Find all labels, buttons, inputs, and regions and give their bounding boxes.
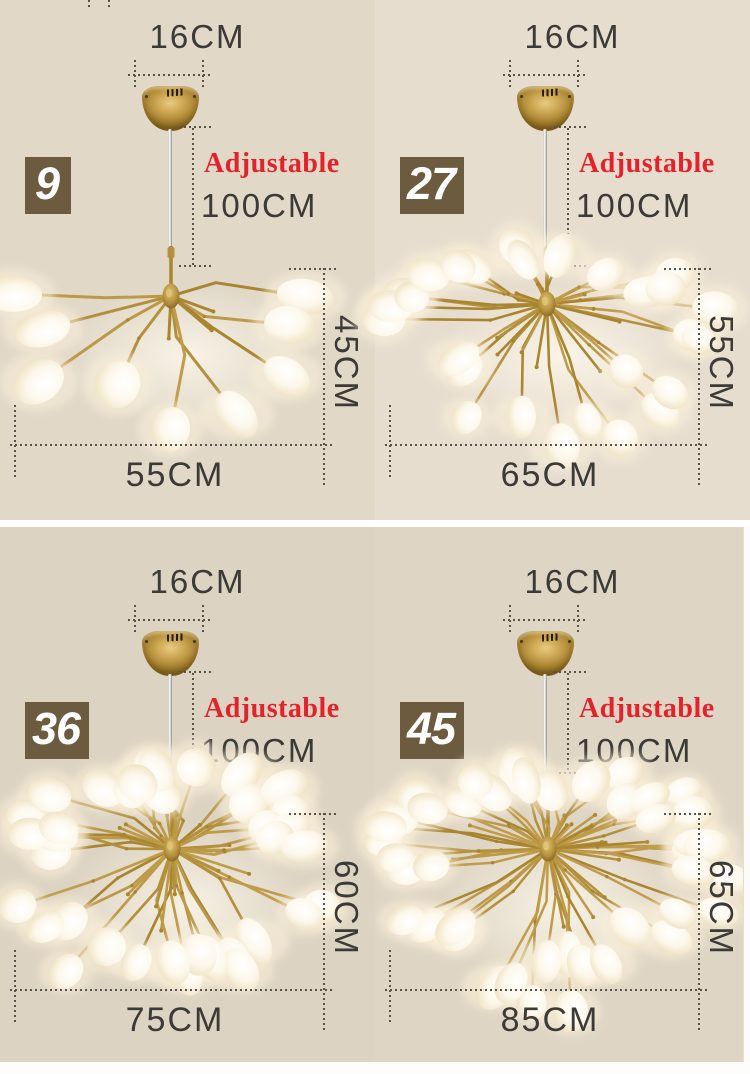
fixture-width-label: 85CM [500, 1001, 600, 1039]
light-count-badge: 27 [400, 157, 465, 214]
chandelier-illustration [0, 246, 347, 457]
hanging-cord [168, 674, 172, 772]
page-edge-strip [743, 527, 750, 1062]
fixture-width-line [10, 444, 335, 446]
hanging-cord [543, 674, 547, 772]
canopy-width-label: 16CM [149, 563, 246, 600]
fixture-height-line [323, 268, 325, 488]
chandelier-illustration [0, 739, 350, 996]
adjustable-label: Adjustable [204, 148, 340, 179]
fixture-height-label: 65CM [703, 859, 740, 957]
canopy-width-line [503, 74, 587, 76]
light-count-badge: 45 [400, 702, 465, 759]
measure-tick [664, 813, 712, 815]
measure-tick [664, 268, 712, 270]
measure-tick [577, 605, 579, 633]
canopy-width-line [128, 619, 212, 621]
cord-length-label: 100CM [201, 187, 318, 224]
measure-tick [134, 605, 136, 633]
fixture-width-label: 65CM [500, 456, 600, 494]
ceiling-canopy [517, 631, 574, 676]
ceiling-canopy [142, 631, 199, 676]
page-edge-strip [0, 1062, 750, 1074]
measure-tick [554, 126, 588, 128]
measure-tick [289, 268, 337, 270]
measure-tick [202, 60, 204, 88]
measure-tick [14, 950, 16, 1024]
canopy-width-line [128, 74, 212, 76]
variant-panel-27: 16CM 27 Adjustable 100CM 55CM 65CM [352, 0, 750, 520]
ceiling-canopy [142, 86, 199, 131]
canopy-vent-grill [166, 633, 185, 642]
ceiling-canopy [517, 86, 574, 131]
variant-panel-content: 16CM 27 Adjustable 100CM 55CM 65CM [352, 0, 750, 520]
variant-panel-45: 16CM 45 Adjustable 100CM 65CM 85CM [354, 527, 750, 1065]
measure-tick [509, 60, 511, 88]
light-count-badge: 36 [25, 702, 90, 759]
cord-length-line [567, 128, 569, 268]
cord-length-line [192, 128, 194, 268]
measure-tick [577, 60, 579, 88]
measure-tick [389, 950, 391, 1024]
measure-tick [108, 0, 110, 9]
variant-panel-content: 16CM 9 Adjustable 100CM 45CM 55CM [0, 0, 375, 520]
fixture-width-line [385, 989, 710, 991]
adjustable-label: Adjustable [579, 148, 715, 179]
variant-panel-9: 16CM 9 Adjustable 100CM 45CM 55CM [0, 0, 375, 520]
measure-tick [179, 265, 213, 267]
cord-length-line [192, 673, 194, 773]
canopy-width-label: 16CM [149, 18, 246, 55]
canopy-vent-grill [541, 88, 560, 97]
light-count-badge: 9 [25, 157, 71, 214]
variant-panel-36: 16CM 36 Adjustable 100CM 60CM 75CM [0, 527, 375, 1062]
section-divider [0, 520, 750, 527]
hanging-cord [543, 129, 547, 267]
measure-tick [179, 671, 213, 673]
fixture-height-line [698, 268, 700, 488]
cord-length-label: 100CM [576, 187, 693, 224]
adjustable-label: Adjustable [579, 693, 715, 724]
measure-tick [14, 405, 16, 479]
canopy-vent-grill [166, 88, 185, 97]
cord-length-line [567, 673, 569, 773]
variant-panel-content: 16CM 36 Adjustable 100CM 60CM 75CM [0, 545, 375, 1065]
measure-tick [134, 60, 136, 88]
fixture-width-label: 75CM [125, 1001, 225, 1039]
fixture-width-label: 55CM [125, 456, 225, 494]
fixture-height-label: 60CM [328, 859, 365, 957]
fixture-height-label: 55CM [703, 314, 740, 412]
hanging-cord [168, 129, 172, 267]
fixture-height-line [698, 813, 700, 1033]
canopy-vent-grill [541, 633, 560, 642]
canopy-width-label: 16CM [524, 563, 621, 600]
fixture-width-line [10, 989, 335, 991]
canopy-width-label: 16CM [524, 18, 621, 55]
measure-tick [289, 813, 337, 815]
chandelier-illustration [352, 221, 749, 472]
measure-tick [389, 405, 391, 479]
fixture-height-line [323, 813, 325, 1033]
measure-tick [202, 605, 204, 633]
measure-tick [554, 671, 588, 673]
measure-tick [88, 0, 90, 9]
chandelier-illustration [354, 744, 750, 1036]
measure-tick [509, 605, 511, 633]
adjustable-label: Adjustable [204, 693, 340, 724]
measure-tick [179, 126, 213, 128]
canopy-width-line [503, 619, 587, 621]
fixture-width-line [385, 444, 710, 446]
variant-panel-content: 16CM 45 Adjustable 100CM 65CM 85CM [354, 545, 750, 1065]
